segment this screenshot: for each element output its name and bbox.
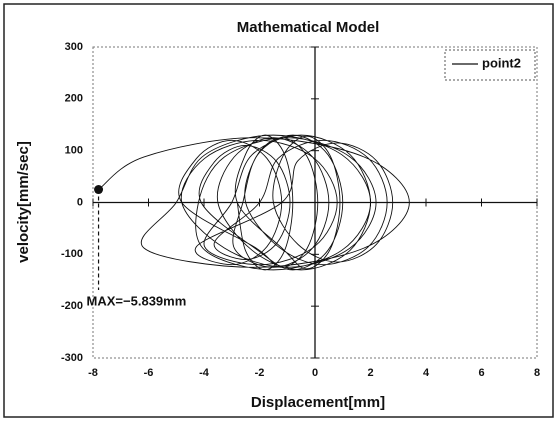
x-tick-label: -6 [144, 367, 154, 379]
chart-title: Mathematical Model [237, 19, 380, 36]
y-tick-label: 200 [65, 93, 83, 105]
x-tick-label: 4 [423, 367, 430, 379]
legend-label: point2 [482, 55, 521, 70]
y-tick-label: -200 [61, 300, 83, 312]
y-tick-label: -100 [61, 248, 83, 260]
y-tick-label: 100 [65, 145, 83, 157]
y-tick-label: 300 [65, 41, 83, 53]
x-tick-label: 0 [312, 367, 318, 379]
x-axis-label: Displacement[mm] [251, 394, 385, 411]
x-tick-label: -4 [199, 367, 210, 379]
y-tick-label: -300 [61, 352, 83, 364]
annotation-text: MAX=−5.839mm [87, 293, 187, 308]
x-tick-label: 8 [534, 367, 540, 379]
x-tick-label: 6 [478, 367, 484, 379]
max-marker [94, 185, 104, 195]
series-line [98, 134, 410, 271]
x-tick-label: -8 [88, 367, 98, 379]
y-axis-label: velocity[mm/sec] [15, 141, 32, 263]
x-tick-label: 2 [367, 367, 373, 379]
x-tick-label: -2 [255, 367, 265, 379]
legend-box [444, 49, 536, 81]
y-tick-label: 0 [77, 196, 83, 208]
